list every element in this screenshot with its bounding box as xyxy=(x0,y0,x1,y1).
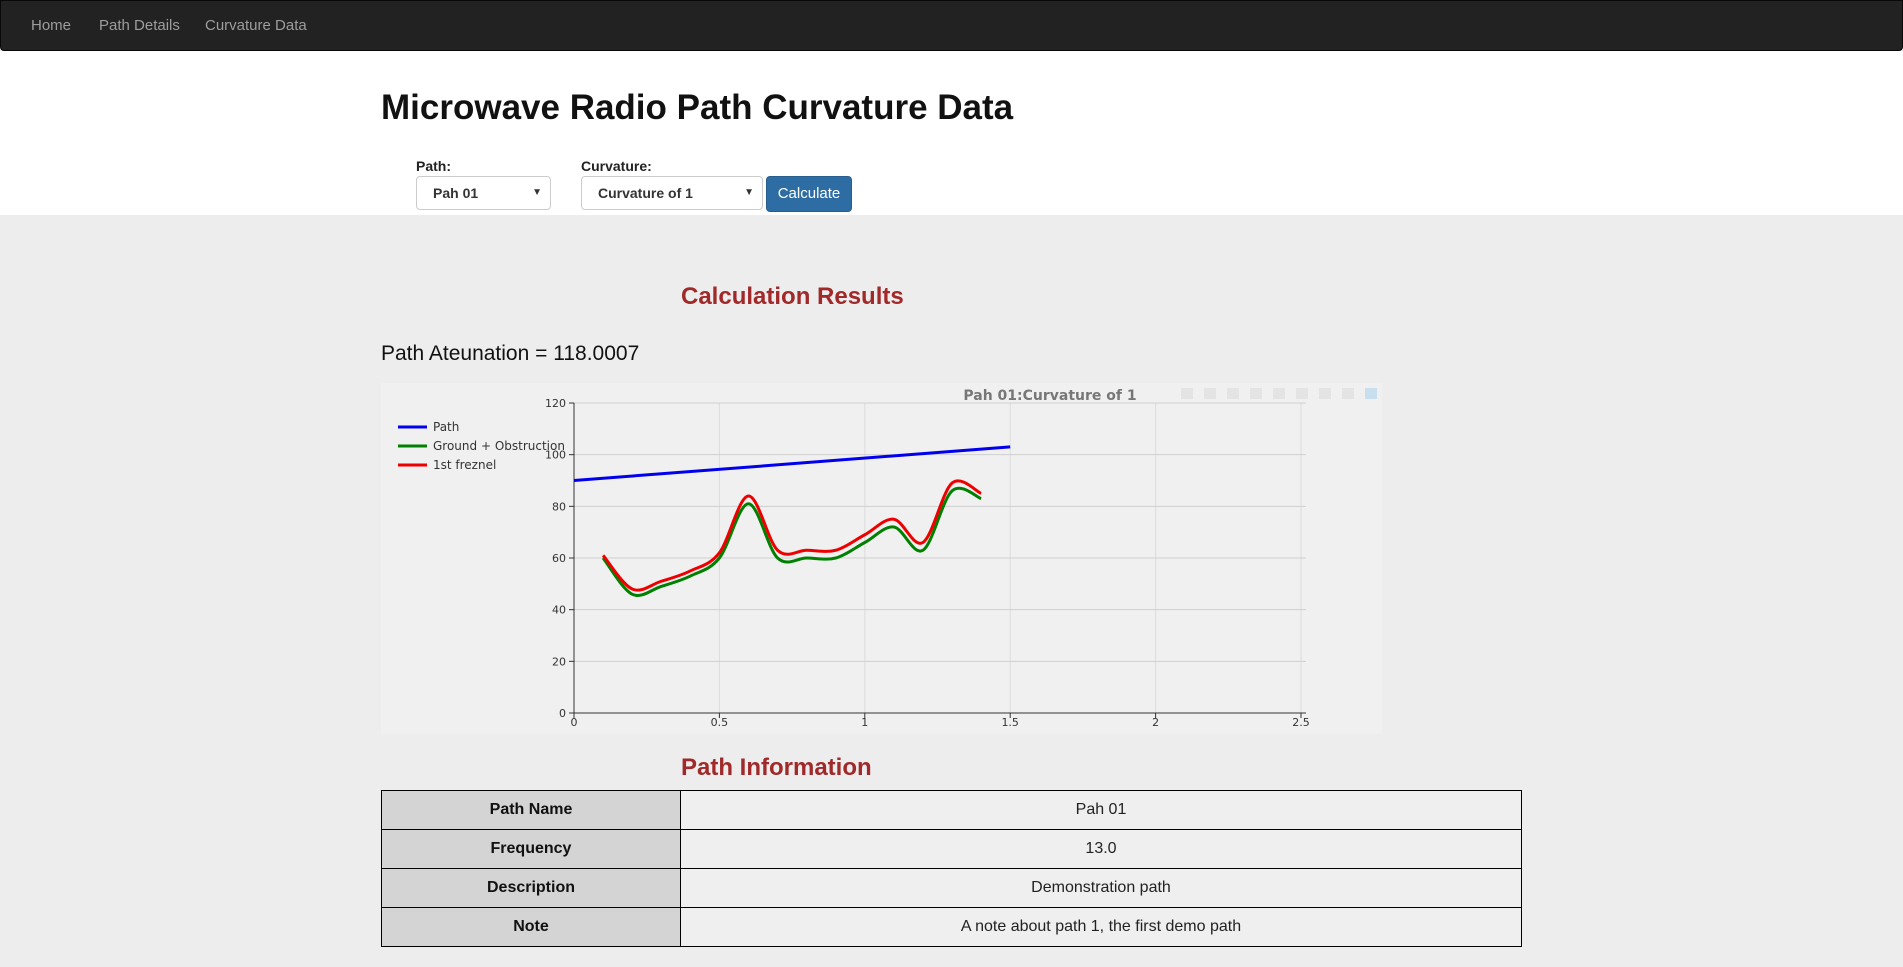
nav-curvature-data-link[interactable]: Curvature Data xyxy=(205,17,307,34)
nav-home-link[interactable]: Home xyxy=(31,17,72,34)
chart-svg: 0 0.5 1 1.5 2 2.5 0 20 40 60 80 100 120 Path Ground + … xyxy=(398,388,1377,729)
x-tick-label: 0.5 xyxy=(711,716,729,729)
toolbar-icon xyxy=(1342,388,1354,399)
x-tick-label: 2.5 xyxy=(1292,716,1310,729)
calculation-results-title: Calculation Results xyxy=(681,283,904,310)
x-tick-label: 1.5 xyxy=(1001,716,1019,729)
chart-title: Pah 01:Curvature of 1 xyxy=(963,388,1136,404)
path-attenuation-text: Path Ateunation = 118.0007 xyxy=(381,342,640,365)
x-tick-label: 1 xyxy=(861,716,868,729)
note-key: Note xyxy=(381,907,681,947)
description-value: Demonstration path xyxy=(680,868,1522,908)
series-line-0 xyxy=(573,445,1011,482)
frequency-key: Frequency xyxy=(381,829,681,869)
chevron-down-icon: ▼ xyxy=(532,187,542,198)
path-information-title: Path Information xyxy=(681,754,872,781)
legend-label: Ground + Obstruction xyxy=(433,439,565,453)
path-select[interactable]: Pah 01 ▼ xyxy=(416,176,551,210)
y-tick-label: 20 xyxy=(552,655,566,668)
series-line-2 xyxy=(601,479,982,592)
y-tick-label: 40 xyxy=(552,604,566,617)
toolbar-icon xyxy=(1296,388,1308,399)
frequency-value: 13.0 xyxy=(680,829,1522,869)
description-key: Description xyxy=(381,868,681,908)
header-area xyxy=(0,51,1903,215)
path-label: Path: xyxy=(416,158,451,174)
chevron-down-icon: ▼ xyxy=(744,187,754,198)
y-tick-label: 0 xyxy=(559,707,566,720)
toolbar-icon xyxy=(1250,388,1262,399)
y-tick-label: 60 xyxy=(552,552,566,565)
y-tick-label: 100 xyxy=(545,449,566,462)
nav-path-details-link[interactable]: Path Details xyxy=(99,17,180,34)
path-info-table: Path Name Pah 01 Frequency 13.0 Descript… xyxy=(381,790,1522,947)
table-row: Description Demonstration path xyxy=(381,868,1522,908)
curvature-select-value: Curvature of 1 xyxy=(598,185,693,201)
toolbar-icon xyxy=(1273,388,1285,399)
x-tick-label: 0 xyxy=(571,716,578,729)
legend-label: 1st freznel xyxy=(433,458,496,472)
page-title: Microwave Radio Path Curvature Data xyxy=(381,88,1014,127)
table-row: Note A note about path 1, the first demo… xyxy=(381,907,1522,947)
toolbar-icon xyxy=(1319,388,1331,399)
x-tick-label: 2 xyxy=(1152,716,1159,729)
curvature-chart: 0 0.5 1 1.5 2 2.5 0 20 40 60 80 100 120 Path Ground + … xyxy=(381,383,1382,734)
series-line-1 xyxy=(601,486,982,597)
y-tick-label: 80 xyxy=(552,500,566,513)
top-navbar: Home Path Details Curvature Data xyxy=(0,0,1903,51)
toolbar-icon xyxy=(1204,388,1216,399)
note-value: A note about path 1, the first demo path xyxy=(680,907,1522,947)
y-tick-label: 120 xyxy=(545,397,566,410)
calculate-button[interactable]: Calculate xyxy=(766,176,852,212)
toolbar-icon xyxy=(1227,388,1239,399)
table-row: Path Name Pah 01 xyxy=(381,790,1522,830)
toolbar-icon xyxy=(1181,388,1193,399)
table-row: Frequency 13.0 xyxy=(381,829,1522,869)
path-name-key: Path Name xyxy=(381,790,681,830)
curvature-label: Curvature: xyxy=(581,158,652,174)
path-name-value: Pah 01 xyxy=(680,790,1522,830)
path-select-value: Pah 01 xyxy=(433,185,479,201)
toolbar-icon xyxy=(1365,388,1377,399)
curvature-select[interactable]: Curvature of 1 ▼ xyxy=(581,176,763,210)
legend-label: Path xyxy=(433,420,459,434)
